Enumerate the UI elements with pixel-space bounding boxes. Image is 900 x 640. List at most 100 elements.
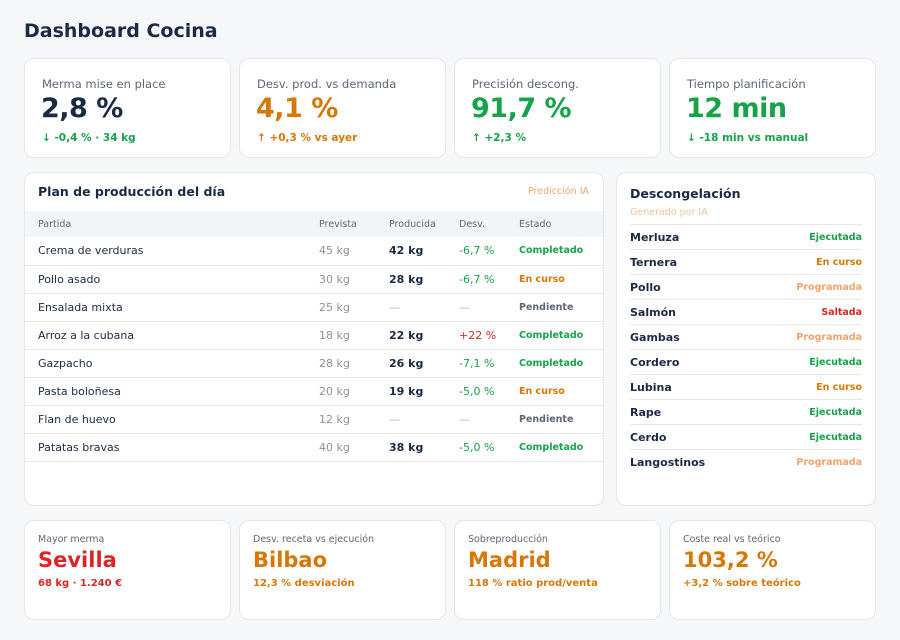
thaw-item[interactable]: Cerdo Ejecutada (630, 424, 862, 449)
producida-cell: 42 kg (389, 237, 459, 266)
table-row[interactable]: Gazpacho 28 kg 26 kg -7,1 % Completado (25, 349, 603, 378)
status-badge: Ejecutada (809, 356, 862, 368)
producida-cell: 19 kg (389, 377, 459, 406)
production-table: Partida Prevista Producida Desv. Estado … (25, 211, 603, 462)
kpi-card: Tiempo planificación 12 min ↓ -18 min vs… (669, 58, 876, 158)
producida-cell: — (389, 405, 459, 434)
table-row[interactable]: Flan de huevo 12 kg — — Pendiente (25, 405, 603, 434)
thaw-item[interactable]: Pollo Programada (630, 274, 862, 299)
producida-cell: — (389, 293, 459, 322)
prevista-cell: 45 kg (319, 237, 389, 266)
kpi-label: Desv. prod. vs demanda (257, 77, 397, 91)
desv-cell: -7,1 % (459, 349, 519, 378)
insight-value: Madrid (468, 548, 551, 572)
thaw-item-name: Merluza (630, 230, 680, 244)
desv-cell: +22 % (459, 321, 519, 350)
status-badge: Programada (796, 281, 862, 293)
thaw-item-name: Cordero (630, 355, 680, 369)
column-header: Producida (389, 211, 459, 237)
kpi-value: 12 min (686, 93, 787, 124)
status-badge: Pendiente (519, 293, 603, 322)
column-header: Partida (25, 211, 319, 237)
partida-cell: Pollo asado (25, 265, 319, 294)
insight-card: Desv. receta vs ejecución Bilbao 12,3 % … (239, 520, 446, 620)
insight-label: Mayor merma (38, 534, 105, 545)
kpi-label: Precisión descong. (472, 77, 579, 91)
insight-value: Bilbao (253, 548, 328, 572)
insight-detail: 68 kg · 1.240 € (38, 578, 123, 589)
thaw-item[interactable]: Rape Ejecutada (630, 399, 862, 424)
table-row[interactable]: Patatas bravas 40 kg 38 kg -5,0 % Comple… (25, 433, 603, 462)
desv-cell: -5,0 % (459, 377, 519, 406)
kpi-value: 4,1 % (256, 93, 338, 124)
thaw-item[interactable]: Cordero Ejecutada (630, 349, 862, 374)
status-badge: Saltada (821, 306, 862, 318)
partida-cell: Pasta boloñesa (25, 377, 319, 406)
table-row[interactable]: Pasta boloñesa 20 kg 19 kg -5,0 % En cur… (25, 377, 603, 406)
table-row[interactable]: Pollo asado 30 kg 28 kg -6,7 % En curso (25, 265, 603, 294)
production-plan-card: Plan de producción del día Predicción IA… (24, 172, 604, 506)
table-row[interactable]: Ensalada mixta 25 kg — — Pendiente (25, 293, 603, 322)
kpi-value: 91,7 % (471, 93, 572, 124)
column-header: Estado (519, 211, 603, 237)
prevista-cell: 12 kg (319, 405, 389, 434)
thaw-card: Descongelación Generado por IA Merluza E… (616, 172, 876, 506)
status-badge: En curso (816, 256, 862, 268)
insight-detail: 118 % ratio prod/venta (468, 578, 598, 589)
status-badge: Ejecutada (809, 231, 862, 243)
thaw-item[interactable]: Gambas Programada (630, 324, 862, 349)
partida-cell: Crema de verduras (25, 237, 319, 266)
thaw-item-name: Ternera (630, 255, 678, 269)
table-row[interactable]: Arroz a la cubana 18 kg 22 kg +22 % Comp… (25, 321, 603, 350)
thaw-item[interactable]: Ternera En curso (630, 249, 862, 274)
page-title: Dashboard Cocina (24, 20, 218, 42)
insight-label: Sobreproducción (468, 534, 548, 545)
prevista-cell: 25 kg (319, 293, 389, 322)
status-badge: Ejecutada (809, 431, 862, 443)
kpi-card: Merma mise en place 2,8 % ↓ -0,4 % · 34 … (24, 58, 231, 158)
insight-card: Mayor merma Sevilla 68 kg · 1.240 € (24, 520, 231, 620)
partida-cell: Gazpacho (25, 349, 319, 378)
insight-label: Coste real vs teórico (683, 534, 781, 545)
desv-cell: — (459, 293, 519, 322)
status-badge: Completado (519, 321, 603, 350)
status-badge: Pendiente (519, 405, 603, 434)
producida-cell: 26 kg (389, 349, 459, 378)
table-row[interactable]: Crema de verduras 45 kg 42 kg -6,7 % Com… (25, 237, 603, 266)
status-badge: Completado (519, 237, 603, 266)
prevista-cell: 20 kg (319, 377, 389, 406)
column-header: Prevista (319, 211, 389, 237)
thaw-item-name: Langostinos (630, 455, 706, 469)
status-badge: En curso (519, 377, 603, 406)
thaw-item[interactable]: Lubina En curso (630, 374, 862, 399)
kpi-trend: ↓ -18 min vs manual (687, 132, 809, 144)
thaw-item-name: Salmón (630, 305, 676, 319)
thaw-item[interactable]: Merluza Ejecutada (630, 224, 862, 249)
kpi-trend: ↑ +0,3 % vs ayer (257, 132, 358, 144)
prevista-cell: 40 kg (319, 433, 389, 462)
thaw-title: Descongelación (630, 186, 741, 201)
column-header: Desv. (459, 211, 519, 237)
producida-cell: 38 kg (389, 433, 459, 462)
status-badge: Programada (796, 456, 862, 468)
thaw-item-name: Cerdo (630, 430, 667, 444)
status-badge: En curso (816, 381, 862, 393)
prevista-cell: 30 kg (319, 265, 389, 294)
kpi-card: Desv. prod. vs demanda 4,1 % ↑ +0,3 % vs… (239, 58, 446, 158)
desv-cell: -6,7 % (459, 237, 519, 266)
thaw-item-name: Gambas (630, 330, 680, 344)
thaw-item[interactable]: Langostinos Programada (630, 449, 862, 474)
insight-detail: +3,2 % sobre teórico (683, 578, 801, 589)
producida-cell: 22 kg (389, 321, 459, 350)
kpi-label: Tiempo planificación (687, 77, 806, 91)
production-plan-title: Plan de producción del día (38, 184, 226, 199)
thaw-subtitle: Generado por IA (630, 207, 708, 218)
status-badge: En curso (519, 265, 603, 294)
status-badge: Completado (519, 433, 603, 462)
insight-value: Sevilla (38, 548, 117, 572)
partida-cell: Flan de huevo (25, 405, 319, 434)
partida-cell: Patatas bravas (25, 433, 319, 462)
insight-card: Sobreproducción Madrid 118 % ratio prod/… (454, 520, 661, 620)
thaw-item[interactable]: Salmón Saltada (630, 299, 862, 324)
ai-prediction-tag: Predicción IA (527, 186, 589, 197)
